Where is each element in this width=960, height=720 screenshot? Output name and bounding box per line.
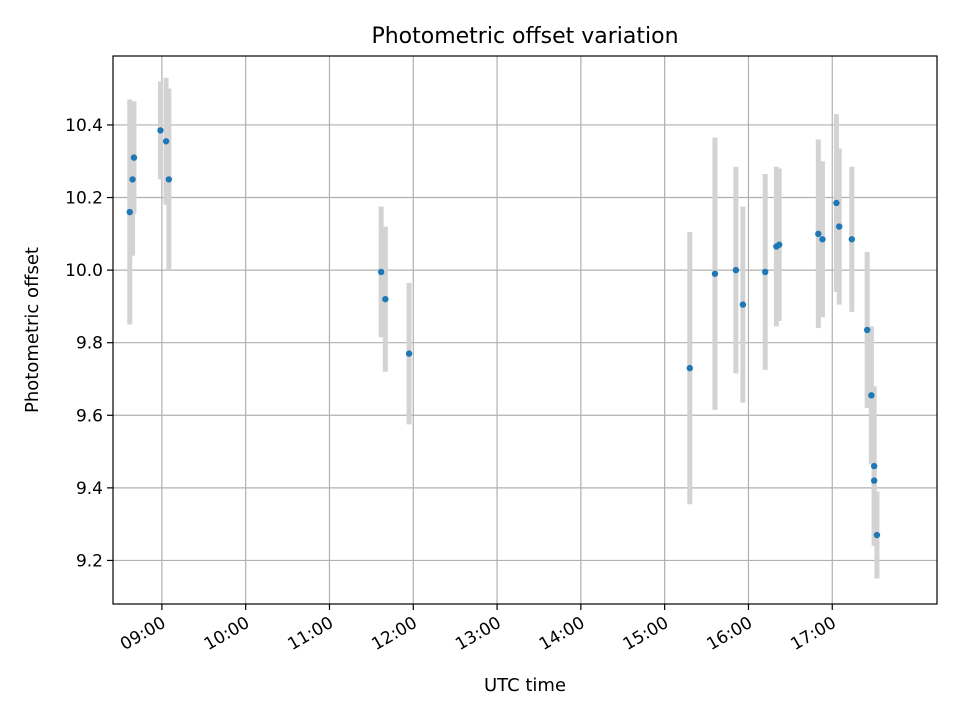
data-point xyxy=(775,241,783,248)
chart-title: Photometric offset variation xyxy=(371,24,678,49)
data-point xyxy=(130,154,138,161)
plot-frame xyxy=(112,55,938,605)
data-point xyxy=(165,176,173,183)
data-point xyxy=(732,266,740,274)
y-tick-label: 9.2 xyxy=(76,551,103,571)
plot-area xyxy=(113,56,937,604)
grid-lines xyxy=(113,56,937,604)
y-tick-label: 9.8 xyxy=(76,334,103,354)
x-axis-label: UTC time xyxy=(484,675,566,696)
data-point xyxy=(739,301,747,308)
data-point xyxy=(382,295,389,303)
data-point xyxy=(157,127,164,134)
data-point xyxy=(377,268,385,276)
y-tick-label: 9.6 xyxy=(76,406,103,426)
data-point xyxy=(819,236,826,243)
data-point xyxy=(762,268,769,276)
data-point xyxy=(836,223,843,230)
data-point xyxy=(129,176,136,183)
data-point xyxy=(870,462,878,470)
data-point xyxy=(162,138,170,145)
data-points xyxy=(126,127,881,539)
y-tick-label: 9.4 xyxy=(76,479,103,499)
data-point xyxy=(848,236,856,243)
data-point xyxy=(126,208,133,216)
data-point xyxy=(815,230,822,238)
data-point xyxy=(833,199,840,207)
data-point xyxy=(711,270,719,277)
data-point xyxy=(405,350,413,357)
data-point xyxy=(686,364,693,372)
y-tick-label: 10.2 xyxy=(65,189,103,209)
data-point xyxy=(873,531,881,539)
data-point xyxy=(870,477,878,484)
y-tick-label: 10.0 xyxy=(65,261,103,281)
y-tick-label: 10.4 xyxy=(65,116,103,136)
data-point xyxy=(868,392,875,399)
y-axis-ticks: 9.2 9.4 9.6 9.8 10.0 10.2 10.4 xyxy=(65,116,113,571)
data-point xyxy=(863,326,871,334)
y-axis-label: Photometric offset xyxy=(22,247,43,413)
